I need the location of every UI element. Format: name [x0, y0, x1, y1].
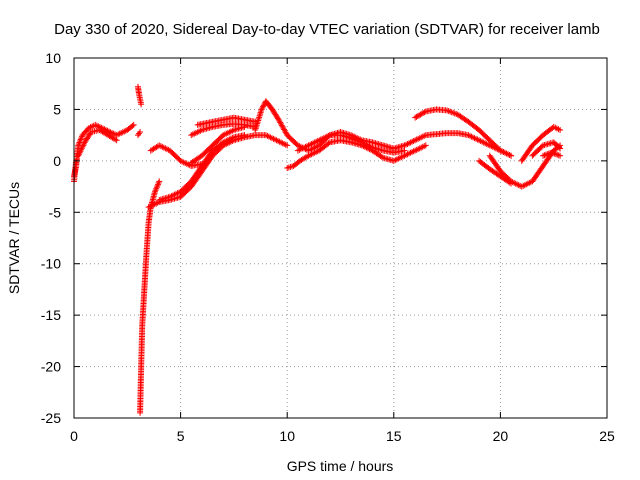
data-point: [76, 139, 83, 146]
data-point: [198, 160, 205, 167]
data-point: [130, 121, 137, 128]
data-point: [541, 152, 548, 159]
data-point: [259, 105, 266, 112]
data-point: [260, 103, 267, 110]
data-point: [557, 145, 564, 152]
data-point: [78, 146, 85, 153]
data-point: [378, 153, 385, 160]
data-point: [75, 152, 82, 159]
data-point: [325, 140, 332, 147]
data-point: [77, 138, 84, 145]
data-point: [153, 185, 160, 192]
y-tick-label: -10: [41, 256, 61, 272]
data-point: [80, 142, 87, 149]
data-point: [508, 152, 515, 159]
data-point: [540, 152, 547, 159]
plot-frame: [73, 57, 608, 419]
x-tick-label: 15: [386, 428, 402, 444]
data-point: [548, 149, 555, 156]
data-point: [155, 181, 162, 188]
data-point: [542, 151, 549, 158]
data-point: [77, 148, 84, 155]
data-point: [552, 151, 559, 158]
data-point: [138, 101, 145, 108]
y-tick-label: 5: [53, 101, 61, 117]
x-axis-label: GPS time / hours: [287, 458, 394, 474]
data-point: [258, 106, 265, 113]
data-point: [422, 142, 429, 149]
data-point: [506, 179, 513, 186]
data-point: [556, 144, 563, 151]
chart-title: Day 330 of 2020, Sidereal Day-to-day VTE…: [54, 21, 600, 38]
data-point: [129, 122, 136, 129]
y-tick-label: 0: [53, 153, 61, 169]
y-tick-label: 10: [45, 50, 61, 66]
y-tick-labels: 10 5 0 -5 -10 -15 -20 -25: [41, 50, 61, 426]
data-point: [401, 147, 408, 154]
y-tick-label: -25: [41, 410, 61, 426]
data-point: [284, 142, 291, 149]
data-point: [285, 164, 292, 171]
data-point: [75, 140, 82, 147]
data-point: [551, 150, 558, 157]
data-point: [136, 130, 143, 137]
data-point: [508, 180, 515, 187]
x-tick-label: 0: [70, 428, 78, 444]
data-point: [156, 178, 163, 185]
data-point: [545, 150, 552, 157]
x-tick-label: 20: [493, 428, 509, 444]
tick-marks: [73, 57, 608, 419]
data-point: [152, 187, 159, 194]
data-point: [112, 136, 119, 143]
grid: [74, 58, 607, 418]
y-tick-label: -20: [41, 359, 61, 375]
data-point: [553, 125, 560, 132]
data-point: [113, 137, 120, 144]
data-point: [284, 165, 291, 172]
data-point: [152, 188, 159, 195]
data-layer: [71, 83, 564, 416]
data-point: [154, 182, 161, 189]
data-point: [557, 127, 564, 133]
data-point: [78, 145, 85, 152]
data-point: [421, 109, 428, 116]
data-point: [557, 152, 564, 159]
data-point: [153, 184, 160, 191]
data-point: [549, 150, 556, 157]
x-tick-label: 25: [599, 428, 615, 444]
data-point: [241, 132, 248, 139]
y-axis-label: SDTVAR / TECUs: [6, 182, 22, 294]
data-point: [155, 179, 162, 186]
data-point: [555, 152, 562, 159]
x-tick-labels: 0 5 10 15 20 25: [70, 428, 615, 444]
data-point: [78, 135, 85, 142]
data-point: [137, 129, 144, 136]
data-point: [77, 136, 84, 143]
data-point: [260, 102, 267, 109]
y-tick-label: -15: [41, 307, 61, 323]
data-point: [554, 151, 561, 158]
x-tick-label: 10: [279, 428, 295, 444]
data-point: [76, 149, 83, 156]
y-tick-label: -5: [49, 204, 62, 220]
data-point: [75, 151, 82, 158]
data-point: [544, 151, 551, 158]
data-point: [79, 143, 86, 150]
x-tick-label: 5: [177, 428, 185, 444]
